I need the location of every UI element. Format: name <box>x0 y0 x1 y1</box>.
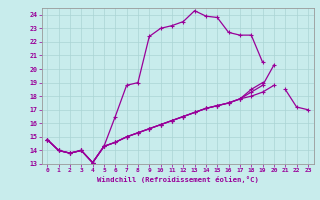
X-axis label: Windchill (Refroidissement éolien,°C): Windchill (Refroidissement éolien,°C) <box>97 176 259 183</box>
